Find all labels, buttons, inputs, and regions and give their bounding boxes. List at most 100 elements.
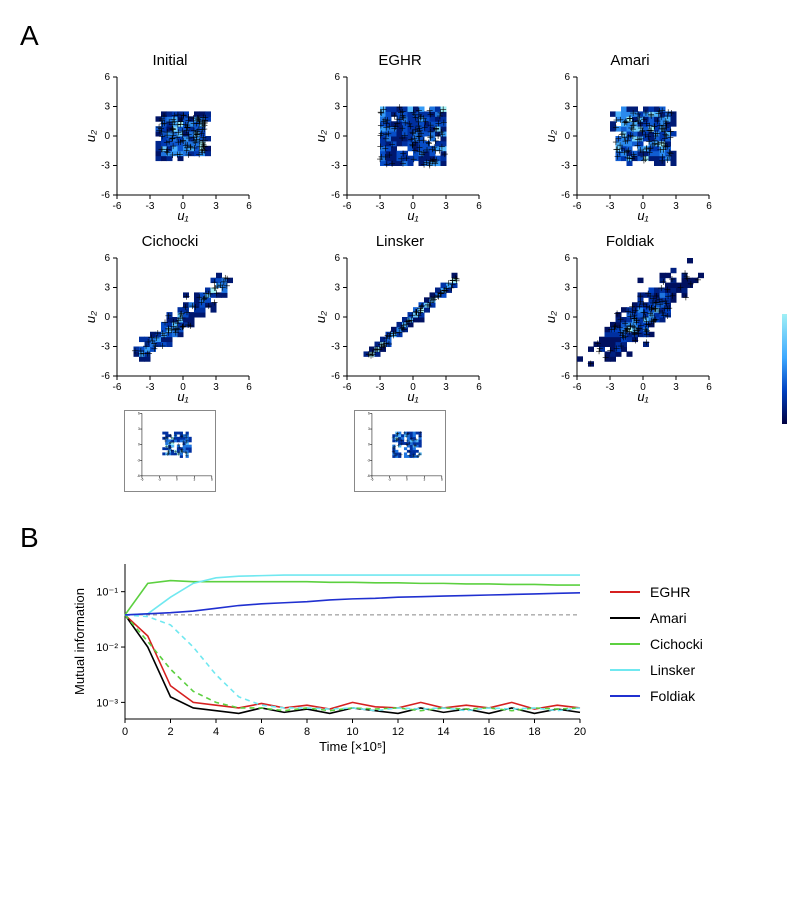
- scatter-plot: -6-6-3-3003366u₁u₂: [315, 254, 485, 404]
- legend-label: Cichocki: [650, 636, 703, 652]
- svg-text:6: 6: [246, 382, 252, 393]
- svg-text:0: 0: [564, 312, 570, 323]
- svg-text:-3: -3: [388, 478, 391, 482]
- legend-line: [610, 617, 640, 619]
- svg-text:0: 0: [334, 312, 340, 323]
- legend-label: Amari: [650, 610, 687, 626]
- svg-text:0: 0: [368, 443, 370, 447]
- scatter-plot: -6-6-3-3003366u₁u₂: [545, 73, 715, 223]
- legend-label: EGHR: [650, 584, 690, 600]
- svg-text:0: 0: [122, 726, 128, 738]
- svg-text:3: 3: [213, 382, 219, 393]
- svg-text:6: 6: [441, 478, 443, 482]
- svg-text:-6: -6: [101, 190, 110, 201]
- scatter-title: Cichocki: [142, 233, 199, 250]
- freq-colorbar: Freq. >17 9 1: [782, 292, 787, 424]
- chart-legend: EGHR Amari Cichocki Linsker Foldiak: [610, 584, 703, 754]
- svg-text:3: 3: [443, 382, 449, 393]
- svg-text:-3: -3: [561, 161, 570, 172]
- svg-text:-3: -3: [376, 201, 385, 212]
- legend-line: [610, 591, 640, 593]
- svg-text:u₂: u₂: [545, 130, 558, 142]
- scatter-plot: -6-6-3-3003366u₁u₂: [85, 254, 255, 404]
- svg-text:6: 6: [564, 73, 570, 83]
- scatter-plot: -6-6-3-3003366u₁u₂: [545, 254, 715, 404]
- svg-text:-3: -3: [331, 161, 340, 172]
- svg-text:3: 3: [104, 102, 110, 113]
- panel-b-label: B: [20, 522, 767, 554]
- svg-text:-3: -3: [146, 201, 155, 212]
- legend-label: Foldiak: [650, 688, 695, 704]
- svg-text:-6: -6: [101, 371, 110, 382]
- inset-row: -6-6-3-3003366-6-6-3-3003366: [70, 410, 767, 492]
- svg-text:6: 6: [334, 73, 340, 83]
- scatter-eghr: EGHR-6-6-3-3003366u₁u₂: [300, 52, 500, 223]
- svg-text:6: 6: [104, 254, 110, 264]
- svg-text:-3: -3: [606, 382, 615, 393]
- legend-item-eghr: EGHR: [610, 584, 703, 600]
- svg-text:4: 4: [213, 726, 219, 738]
- svg-text:u₁: u₁: [407, 389, 418, 404]
- legend-line: [610, 669, 640, 671]
- legend-line: [610, 643, 640, 645]
- svg-text:-6: -6: [561, 371, 570, 382]
- svg-text:-6: -6: [343, 201, 352, 212]
- scatter-title: EGHR: [378, 52, 421, 69]
- svg-text:0: 0: [138, 443, 140, 447]
- svg-text:6: 6: [334, 254, 340, 264]
- svg-text:-6: -6: [343, 382, 352, 393]
- scatter-title: Amari: [610, 52, 649, 69]
- scatter-amari: Amari-6-6-3-3003366u₁u₂: [530, 52, 730, 223]
- svg-text:12: 12: [392, 726, 404, 738]
- svg-text:18: 18: [528, 726, 540, 738]
- svg-text:-6: -6: [141, 478, 144, 482]
- svg-text:-3: -3: [101, 161, 110, 172]
- svg-text:3: 3: [673, 382, 679, 393]
- svg-text:u₂: u₂: [85, 311, 98, 323]
- svg-text:u₁: u₁: [637, 208, 648, 223]
- panel-a-label: A: [20, 20, 767, 52]
- svg-text:u₁: u₁: [637, 389, 648, 404]
- scatter-title: Initial: [152, 52, 187, 69]
- svg-text:-6: -6: [371, 478, 374, 482]
- inset-linsker: -6-6-3-3003366: [354, 410, 446, 492]
- legend-item-amari: Amari: [610, 610, 703, 626]
- svg-text:0: 0: [406, 478, 408, 482]
- svg-text:2: 2: [167, 726, 173, 738]
- svg-text:10⁻²: 10⁻²: [96, 642, 118, 654]
- svg-text:3: 3: [213, 201, 219, 212]
- legend-item-linsker: Linsker: [610, 662, 703, 678]
- svg-text:-6: -6: [331, 190, 340, 201]
- scatter-linsker: Linsker-6-6-3-3003366u₁u₂: [300, 233, 500, 404]
- mutual-info-chart: 0246810121416182010⁻³10⁻²10⁻¹Time [×10⁵]…: [70, 554, 590, 754]
- svg-text:Time [×10⁵]: Time [×10⁵]: [319, 739, 386, 754]
- svg-text:3: 3: [193, 478, 195, 482]
- svg-text:-6: -6: [573, 382, 582, 393]
- legend-item-cichocki: Cichocki: [610, 636, 703, 652]
- svg-text:3: 3: [564, 102, 570, 113]
- svg-text:3: 3: [673, 201, 679, 212]
- svg-text:-3: -3: [376, 382, 385, 393]
- svg-text:0: 0: [334, 131, 340, 142]
- legend-item-foldiak: Foldiak: [610, 688, 703, 704]
- svg-text:u₁: u₁: [407, 208, 418, 223]
- svg-text:-6: -6: [561, 190, 570, 201]
- svg-text:6: 6: [211, 478, 213, 482]
- svg-text:u₂: u₂: [315, 130, 328, 142]
- svg-text:6: 6: [476, 201, 482, 212]
- svg-text:-3: -3: [331, 342, 340, 353]
- svg-text:6: 6: [246, 201, 252, 212]
- svg-text:0: 0: [564, 131, 570, 142]
- inset-cichocki: -6-6-3-3003366: [124, 410, 216, 492]
- svg-text:3: 3: [104, 283, 110, 294]
- svg-text:6: 6: [564, 254, 570, 264]
- scatter-title: Linsker: [376, 233, 424, 250]
- svg-text:0: 0: [176, 478, 178, 482]
- colorbar-gradient: [782, 314, 787, 424]
- svg-text:6: 6: [476, 382, 482, 393]
- svg-text:6: 6: [104, 73, 110, 83]
- svg-text:-6: -6: [113, 382, 122, 393]
- scatter-plot: -6-6-3-3003366u₁u₂: [315, 73, 485, 223]
- svg-text:-3: -3: [146, 382, 155, 393]
- svg-text:3: 3: [334, 283, 340, 294]
